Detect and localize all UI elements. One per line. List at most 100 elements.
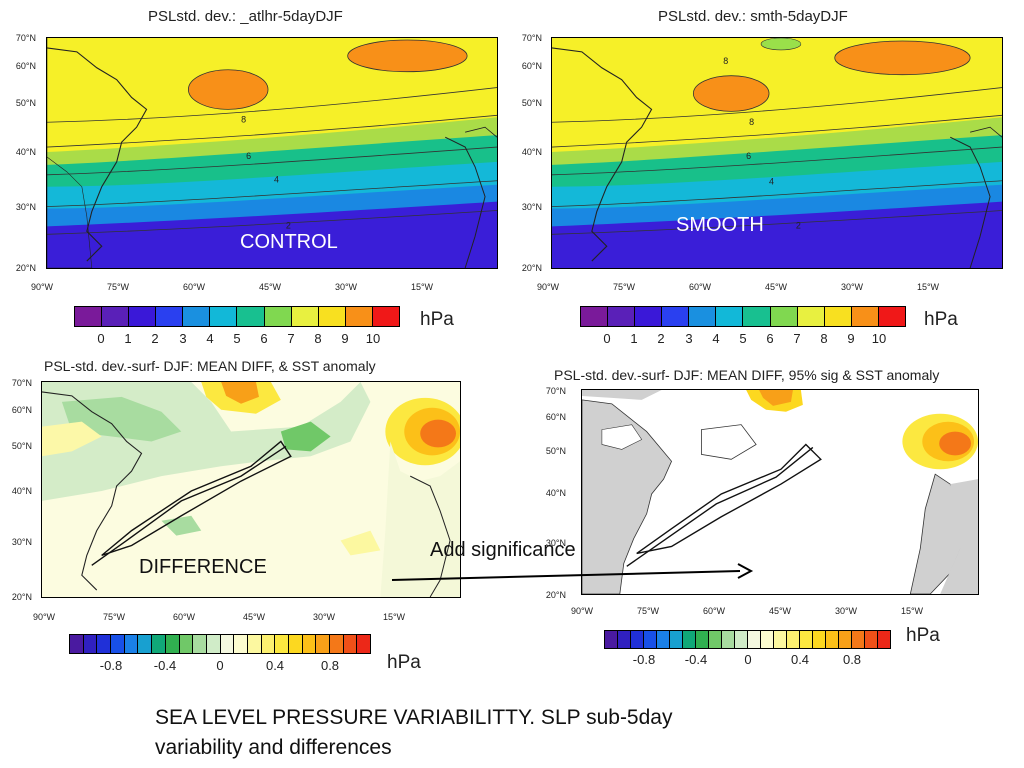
lat-label: 40°N bbox=[15, 147, 36, 157]
colorbar-swatch bbox=[787, 631, 800, 648]
lat-label: 30°N bbox=[11, 537, 32, 547]
lon-label: 75°W bbox=[612, 282, 636, 292]
colorbar-swatch bbox=[878, 631, 890, 648]
lat-label: 50°N bbox=[521, 98, 542, 108]
colorbar-swatch bbox=[111, 635, 125, 653]
lat-label: 30°N bbox=[545, 538, 566, 548]
contour-label: 8 bbox=[241, 114, 246, 124]
lon-label: 15°W bbox=[916, 282, 940, 292]
lon-label: 90°W bbox=[570, 606, 594, 616]
colorbar-swatch bbox=[124, 635, 139, 653]
colorbar-tick: 0.4 bbox=[790, 652, 810, 667]
smooth-panel-title: PSLstd. dev.: smth-5dayDJF bbox=[658, 8, 848, 25]
lon-label: 90°W bbox=[30, 282, 54, 292]
contour-label: 6 bbox=[246, 151, 251, 161]
contour-label: 2 bbox=[286, 220, 291, 230]
contour-label: 6 bbox=[746, 151, 751, 161]
colorbar-tick: 8 bbox=[314, 331, 322, 346]
colorbar-unit: hPa bbox=[906, 625, 940, 646]
colorbar-swatch bbox=[770, 307, 798, 326]
colorbar-tick: 0.4 bbox=[265, 658, 285, 673]
difference-label: DIFFERENCE bbox=[139, 556, 267, 578]
colorbar-swatch bbox=[826, 631, 839, 648]
lon-label: 15°W bbox=[410, 282, 434, 292]
colorbar-swatch bbox=[852, 631, 865, 648]
colorbar-swatch bbox=[813, 631, 826, 648]
colorbar-swatch bbox=[83, 635, 98, 653]
colorbar-swatch bbox=[631, 631, 644, 648]
lat-label: 60°N bbox=[11, 405, 32, 415]
colorbar-tick: 4 bbox=[206, 331, 214, 346]
colorbar-difference bbox=[69, 634, 371, 654]
lon-label: 15°W bbox=[382, 612, 406, 622]
contour-label: 4 bbox=[274, 175, 279, 185]
colorbar-swatch bbox=[75, 307, 103, 326]
colorbar-swatch bbox=[179, 635, 194, 653]
colorbar-tick: 0 bbox=[744, 652, 752, 667]
colorbar-swatch bbox=[608, 307, 636, 326]
lon-label: 75°W bbox=[102, 612, 126, 622]
colorbar-swatch bbox=[839, 631, 852, 648]
lat-label: 70°N bbox=[545, 386, 566, 396]
colorbar-swatch bbox=[138, 635, 153, 653]
colorbar-swatch bbox=[372, 307, 399, 326]
colorbar-control bbox=[74, 306, 400, 327]
lat-label: 40°N bbox=[11, 486, 32, 496]
lon-label: 30°W bbox=[840, 282, 864, 292]
colorbar-tick: 0 bbox=[603, 331, 611, 346]
colorbar-swatch bbox=[774, 631, 787, 648]
smooth-label: SMOOTH bbox=[676, 214, 764, 236]
colorbar-swatch bbox=[878, 307, 905, 326]
colorbar-tick: -0.4 bbox=[153, 658, 177, 673]
colorbar-unit: hPa bbox=[387, 652, 421, 673]
colorbar-swatch bbox=[709, 631, 722, 648]
annotation-arrow bbox=[391, 563, 754, 581]
colorbar-unit: hPa bbox=[924, 309, 958, 330]
colorbar-swatch bbox=[275, 635, 289, 653]
colorbar-swatch bbox=[689, 307, 717, 326]
colorbar-swatch bbox=[800, 631, 813, 648]
contour-label: 2 bbox=[796, 220, 801, 230]
annotation-text: Add significance bbox=[430, 539, 576, 561]
difference-map bbox=[41, 381, 461, 598]
lat-label: 40°N bbox=[545, 488, 566, 498]
colorbar-swatch bbox=[97, 635, 112, 653]
lon-label: 45°W bbox=[764, 282, 788, 292]
lat-label: 20°N bbox=[15, 263, 36, 273]
control-label: CONTROL bbox=[240, 231, 338, 253]
colorbar-tick: 0.8 bbox=[842, 652, 862, 667]
control-map: 8 6 4 2 bbox=[46, 37, 498, 269]
lon-label: 90°W bbox=[32, 612, 56, 622]
colorbar-smooth bbox=[580, 306, 906, 327]
colorbar-tick: 1 bbox=[630, 331, 638, 346]
colorbar-swatch bbox=[343, 635, 358, 653]
lon-label: 45°W bbox=[242, 612, 266, 622]
colorbar-swatch bbox=[289, 635, 303, 653]
lon-label: 60°W bbox=[702, 606, 726, 616]
colorbar-tick: 7 bbox=[793, 331, 801, 346]
colorbar-tick: -0.4 bbox=[684, 652, 708, 667]
colorbar-swatch bbox=[581, 307, 609, 326]
colorbar-swatch bbox=[237, 307, 265, 326]
colorbar-swatch bbox=[193, 635, 207, 653]
colorbar-swatch bbox=[206, 635, 221, 653]
colorbar-tick: 0 bbox=[216, 658, 224, 673]
colorbar-tick: 6 bbox=[766, 331, 774, 346]
colorbar-swatch bbox=[318, 307, 346, 326]
lat-label: 70°N bbox=[11, 378, 32, 388]
lat-label: 50°N bbox=[545, 446, 566, 456]
colorbar-swatch bbox=[722, 631, 735, 648]
lon-label: 30°W bbox=[334, 282, 358, 292]
difference-panel-title: PSL-std. dev.-surf- DJF: MEAN DIFF, & SS… bbox=[44, 358, 376, 374]
colorbar-swatch bbox=[234, 635, 248, 653]
lat-label: 40°N bbox=[521, 147, 542, 157]
colorbar-swatch bbox=[657, 631, 670, 648]
lat-label: 20°N bbox=[11, 592, 32, 602]
colorbar-swatch bbox=[743, 307, 771, 326]
colorbar-tick: 2 bbox=[657, 331, 665, 346]
lat-label: 20°N bbox=[545, 590, 566, 600]
colorbar-swatch bbox=[662, 307, 690, 326]
lon-label: 45°W bbox=[768, 606, 792, 616]
colorbar-swatch bbox=[735, 631, 748, 648]
colorbar-unit: hPa bbox=[420, 309, 454, 330]
